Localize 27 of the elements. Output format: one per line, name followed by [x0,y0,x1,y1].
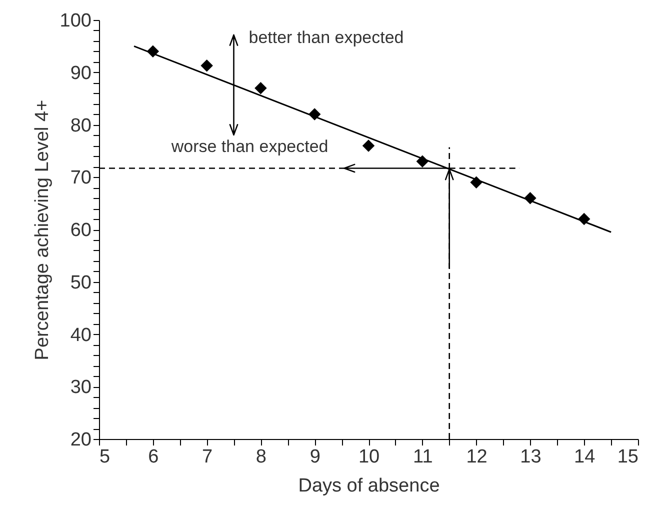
x-tick-label: 5 [100,446,110,468]
x-axis-title: Days of absence [298,476,440,496]
y-tick-label: 100 [60,10,92,32]
x-tick-label: 9 [310,446,320,468]
y-tick-label: 60 [70,220,92,241]
x-tick-label: 8 [256,446,266,468]
y-tick-label: 50 [70,272,92,294]
point [200,59,213,72]
y-tick-label: 40 [70,324,92,346]
x-tick-label: 12 [466,446,488,468]
y-tick-label: 90 [70,62,92,84]
x-tick-label: 13 [520,446,542,468]
x-tick-label: 15 [617,446,638,468]
y-tick-label: 20 [70,430,92,450]
y-axis-title: Percentage achieving Level 4+ [32,100,53,360]
x-tick-label: 7 [202,446,213,468]
y-tick-label: 30 [70,377,92,398]
point [362,140,375,152]
x-tick-label: 11 [413,446,433,468]
x-tick-label: 10 [358,446,380,468]
point [254,82,267,94]
y-tick-label: 70 [70,168,92,189]
y-tick-label: 80 [70,115,92,136]
annotation: worse than expected [170,137,328,156]
annotation: better than expected [248,28,404,47]
x-tick-label: 14 [574,446,596,468]
x-tick-label: 6 [148,446,159,468]
